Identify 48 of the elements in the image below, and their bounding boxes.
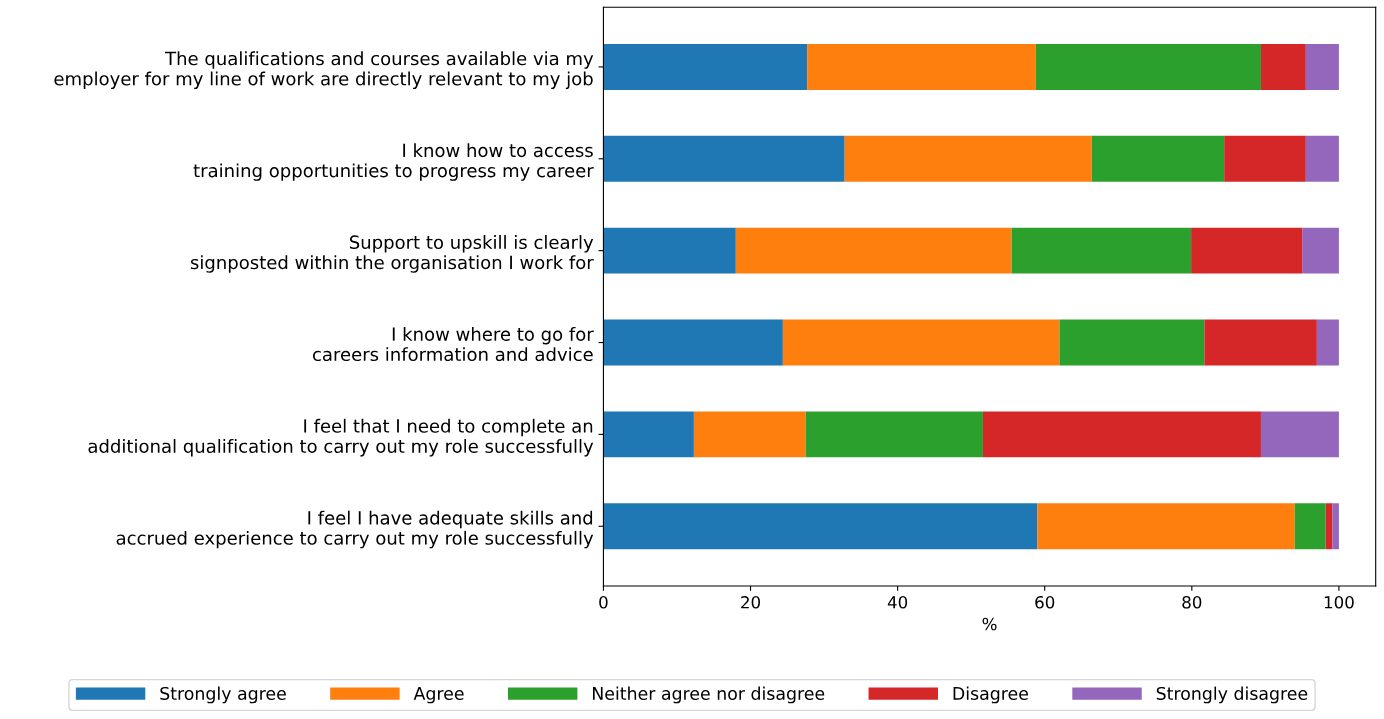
bar [1305, 135, 1339, 182]
bar [1224, 135, 1306, 182]
bar [1011, 227, 1192, 274]
x-tick-label: 100 [1324, 596, 1354, 609]
bar [1305, 43, 1339, 90]
bar [1316, 319, 1339, 366]
legend-label: Agree [413, 687, 464, 704]
legend-label: Strongly agree [160, 686, 286, 704]
x-tick-label: 0 [599, 596, 608, 609]
bar [982, 411, 1261, 458]
bar [1260, 411, 1339, 458]
bar [1204, 319, 1317, 366]
x-axis-title: % [982, 617, 997, 631]
bar [805, 411, 983, 458]
legend-label: Disagree [953, 686, 1028, 704]
bar [603, 411, 694, 458]
bar [1191, 227, 1303, 274]
x-tick-label: 60 [1035, 596, 1055, 609]
bar [603, 319, 783, 366]
bar [735, 227, 1012, 274]
bar [603, 227, 736, 274]
bar [1091, 135, 1225, 182]
y-tick-label: I feel I have adequate skills and accrued experience to carry out my role successfully [116, 510, 594, 549]
bar [844, 135, 1092, 182]
bar [603, 135, 845, 182]
legend-label: Strongly disagree [1156, 686, 1308, 704]
bar [1294, 503, 1326, 550]
legend-label: Neither agree nor disagree [592, 686, 825, 704]
bar [1260, 43, 1306, 90]
bar [603, 43, 808, 90]
y-tick-label: I know how to access training opportunities to progress my career [193, 143, 594, 181]
bar [782, 319, 1060, 366]
bar [693, 411, 806, 458]
y-tick-label: I know where to go for careers information and advice [312, 326, 594, 362]
x-tick-label: 80 [1182, 596, 1202, 609]
bar [603, 503, 1038, 550]
y-tick-label: Support to upskill is clearly signposted within the organisation I work for [190, 235, 594, 273]
bar [1035, 43, 1261, 90]
y-tick-label: I feel that I need to complete an additional qualification to carry out my role successfully [88, 418, 594, 457]
y-tick-label: The qualifications and courses available via my employer for my line of work are directly relevant to my job [54, 51, 594, 89]
bar [1325, 503, 1333, 550]
bar [1037, 503, 1295, 550]
x-tick-label: 40 [887, 596, 908, 609]
x-tick-label: 20 [741, 596, 761, 609]
bar [1059, 319, 1205, 366]
bar [1332, 503, 1339, 550]
bar [1302, 227, 1339, 274]
bar [807, 43, 1036, 90]
